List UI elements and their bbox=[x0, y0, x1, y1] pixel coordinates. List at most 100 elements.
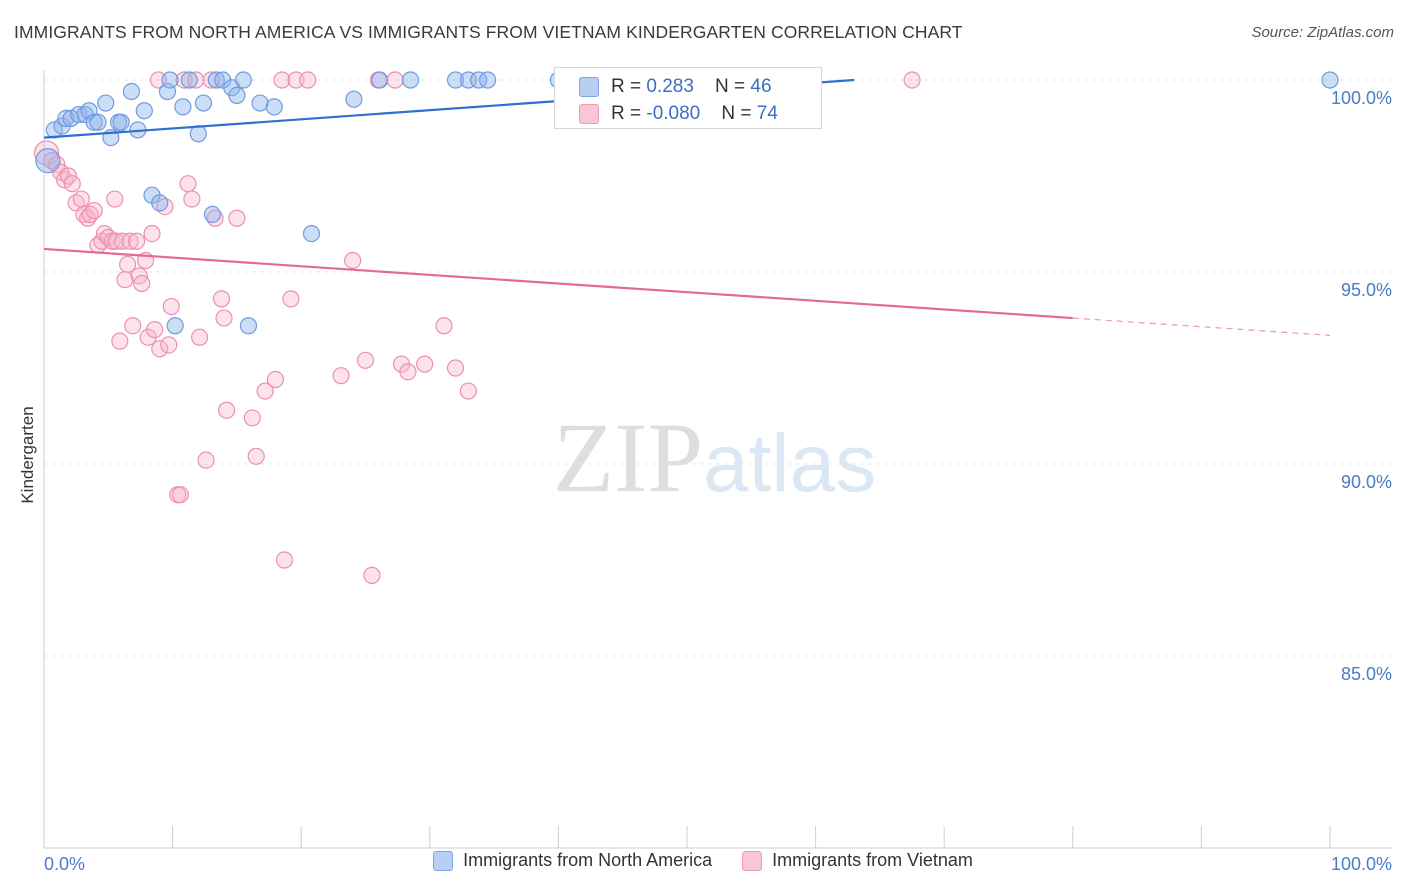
point-north-america bbox=[57, 109, 75, 128]
point-vietnam bbox=[399, 363, 417, 381]
point-north-america bbox=[35, 148, 61, 174]
point-north-america bbox=[239, 317, 258, 335]
point-vietnam bbox=[212, 290, 231, 308]
point-vietnam bbox=[459, 382, 477, 400]
point-north-america bbox=[189, 125, 207, 143]
y-tick-label: 95.0% bbox=[1341, 280, 1392, 300]
swatch-blue bbox=[579, 77, 599, 97]
point-vietnam bbox=[386, 71, 404, 89]
point-vietnam bbox=[416, 355, 434, 373]
axes bbox=[43, 70, 1392, 849]
y-tick-label: 90.0% bbox=[1341, 472, 1392, 492]
legend-item-north-america[interactable]: Immigrants from North America bbox=[433, 850, 712, 871]
point-vietnam bbox=[273, 71, 291, 89]
point-vietnam bbox=[118, 255, 137, 273]
point-north-america bbox=[207, 71, 225, 89]
point-vietnam bbox=[133, 274, 151, 293]
point-vietnam bbox=[151, 340, 169, 358]
point-north-america bbox=[174, 98, 192, 116]
point-north-america bbox=[97, 94, 115, 112]
bottom-legend: Immigrants from North America Immigrants… bbox=[0, 850, 1406, 871]
point-north-america bbox=[194, 94, 213, 112]
swatch-pink bbox=[579, 104, 599, 124]
legend-label-vietnam: Immigrants from Vietnam bbox=[772, 850, 973, 870]
point-vietnam bbox=[106, 190, 124, 208]
point-vietnam bbox=[72, 190, 90, 208]
point-vietnam bbox=[299, 71, 317, 89]
point-north-america bbox=[228, 86, 246, 104]
point-north-america bbox=[203, 205, 222, 223]
point-north-america bbox=[446, 71, 465, 89]
r-value-north-america: 0.283 bbox=[646, 76, 694, 97]
point-vietnam bbox=[228, 209, 246, 227]
point-vietnam bbox=[171, 486, 189, 504]
trend-line-vietnam bbox=[43, 247, 1073, 320]
point-vietnam bbox=[435, 317, 453, 335]
point-vietnam bbox=[33, 140, 60, 166]
x-tick-label-max: 100.0% bbox=[1331, 854, 1392, 874]
n-label: N = bbox=[721, 103, 757, 124]
point-vietnam bbox=[332, 367, 350, 385]
gridlines bbox=[44, 79, 1392, 657]
point-north-america bbox=[251, 94, 269, 112]
point-vietnam bbox=[63, 175, 81, 193]
point-vietnam bbox=[266, 370, 285, 389]
y-axis-label: Kindergarten bbox=[18, 406, 37, 504]
stats-text-vietnam: R = -0.080 N = 74 bbox=[611, 103, 778, 125]
point-vietnam bbox=[243, 409, 261, 427]
r-value-vietnam: -0.080 bbox=[646, 103, 701, 124]
point-vietnam bbox=[446, 359, 465, 377]
point-vietnam bbox=[121, 232, 139, 250]
point-vietnam bbox=[107, 232, 125, 250]
point-vietnam bbox=[247, 447, 265, 465]
point-vietnam bbox=[127, 232, 146, 250]
chart-title: IMMIGRANTS FROM NORTH AMERICA VS IMMIGRA… bbox=[14, 22, 963, 42]
point-north-america bbox=[234, 71, 252, 89]
point-vietnam bbox=[191, 328, 209, 346]
point-vietnam bbox=[179, 175, 197, 193]
point-vietnam bbox=[85, 201, 103, 220]
r-label: R = bbox=[611, 76, 647, 97]
n-label: N = bbox=[715, 76, 751, 97]
point-vietnam bbox=[111, 332, 129, 350]
point-vietnam bbox=[145, 321, 164, 339]
point-north-america bbox=[89, 113, 107, 131]
point-vietnam bbox=[256, 382, 274, 400]
point-north-america bbox=[371, 71, 389, 89]
point-vietnam bbox=[903, 71, 921, 89]
y-tick-label: 85.0% bbox=[1341, 664, 1392, 684]
point-north-america bbox=[85, 113, 103, 131]
point-north-america bbox=[302, 225, 321, 243]
watermark-zip: ZIP bbox=[553, 402, 703, 513]
point-vietnam bbox=[363, 566, 381, 584]
point-vietnam bbox=[275, 551, 294, 569]
point-vietnam bbox=[124, 317, 142, 335]
point-vietnam bbox=[197, 451, 215, 469]
legend-swatch-pink bbox=[742, 850, 763, 871]
point-north-america bbox=[479, 71, 497, 89]
point-vietnam bbox=[344, 251, 362, 270]
n-value-vietnam: 74 bbox=[756, 103, 778, 124]
point-north-america bbox=[62, 109, 80, 128]
point-vietnam bbox=[218, 401, 236, 419]
n-value-north-america: 46 bbox=[750, 76, 772, 97]
tick-labels: 85.0% 90.0% 95.0% 100.0% 0.0% 100.0% bbox=[44, 88, 1392, 874]
point-vietnam bbox=[143, 225, 161, 243]
legend-label-north-america: Immigrants from North America bbox=[463, 850, 713, 870]
x-tick-label-min: 0.0% bbox=[44, 854, 85, 874]
point-north-america bbox=[345, 90, 363, 108]
point-north-america bbox=[122, 82, 141, 101]
point-north-america bbox=[470, 71, 488, 89]
point-north-america bbox=[112, 113, 130, 131]
point-vietnam bbox=[215, 309, 233, 327]
point-north-america bbox=[180, 71, 198, 89]
point-north-america bbox=[151, 194, 169, 212]
legend-swatch-blue bbox=[433, 850, 454, 871]
point-north-america bbox=[161, 71, 179, 89]
trend-line-vietnam-extension bbox=[1072, 317, 1331, 336]
r-label: R = bbox=[611, 103, 647, 124]
point-vietnam bbox=[183, 190, 201, 208]
series-vietnam-points bbox=[33, 71, 921, 584]
legend-item-vietnam[interactable]: Immigrants from Vietnam bbox=[742, 850, 973, 871]
